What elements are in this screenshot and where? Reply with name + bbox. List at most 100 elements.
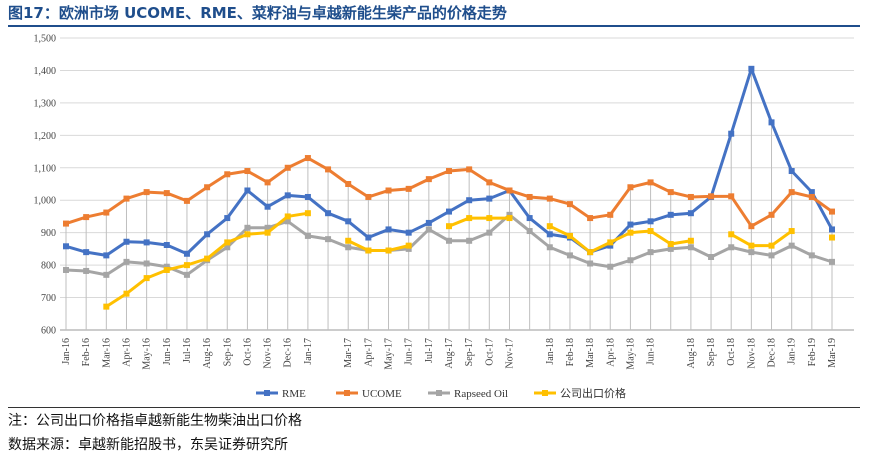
data-point xyxy=(829,208,835,215)
y-tick-label: 900 xyxy=(41,228,56,239)
data-point xyxy=(264,229,271,236)
data-point xyxy=(708,193,715,200)
legend-item: 公司出口价格 xyxy=(534,386,626,400)
legend-marker xyxy=(344,390,350,396)
data-point xyxy=(123,290,130,297)
data-point xyxy=(728,244,735,251)
data-point xyxy=(163,241,170,248)
data-point xyxy=(788,242,795,249)
data-point xyxy=(607,239,614,246)
data-point xyxy=(546,223,553,230)
data-point xyxy=(304,210,311,217)
data-point xyxy=(163,266,170,273)
data-point xyxy=(526,228,533,235)
x-tick-label: Jun-18 xyxy=(646,338,657,365)
data-point xyxy=(788,189,795,196)
data-point xyxy=(345,244,352,251)
data-point xyxy=(123,195,130,202)
data-point xyxy=(385,247,392,254)
y-axis-ticks: 600 700 800 900 1,000 1,100 1,200 1,300 1,400 1,5… xyxy=(34,34,57,337)
data-point xyxy=(708,254,715,260)
data-point xyxy=(63,243,69,250)
x-tick-label: Jun-17 xyxy=(404,338,415,365)
x-tick-label: Aug-16 xyxy=(202,338,213,369)
data-point xyxy=(728,193,735,200)
x-tick-label: Jan-19 xyxy=(787,338,798,365)
series-line xyxy=(730,229,793,248)
data-point xyxy=(405,245,412,252)
series-3 xyxy=(103,210,835,310)
series-line xyxy=(448,216,510,228)
x-tick-label: Jan-18 xyxy=(545,338,556,365)
figure-title: 图17：欧洲市场 UCOME、RME、菜籽油与卓越新能生柴产品的价格走势 xyxy=(8,4,507,22)
data-point xyxy=(768,252,775,259)
data-point xyxy=(506,187,513,194)
legend-marker xyxy=(436,390,442,396)
series-lines xyxy=(63,65,835,310)
y-tick-label: 1,100 xyxy=(34,163,57,174)
data-point xyxy=(647,249,654,256)
data-point xyxy=(244,231,251,238)
y-tick-label: 1,300 xyxy=(34,98,57,109)
data-point xyxy=(83,267,90,274)
data-point xyxy=(808,189,815,196)
legend-marker xyxy=(264,390,270,396)
data-point xyxy=(667,241,674,248)
y-tick-label: 800 xyxy=(41,261,56,272)
data-point xyxy=(204,184,211,191)
data-point xyxy=(466,215,473,222)
data-point xyxy=(183,197,190,204)
data-point xyxy=(446,168,452,175)
legend: RME UCOME Rapseed Oil 公司出口价格 xyxy=(256,386,626,400)
series-line xyxy=(347,239,410,253)
data-point xyxy=(607,242,614,249)
data-point xyxy=(808,252,815,259)
data-point xyxy=(385,187,392,194)
x-tick-label: Apr-17 xyxy=(363,338,374,367)
data-point xyxy=(103,303,110,310)
data-point xyxy=(728,130,735,137)
data-point xyxy=(607,263,614,270)
y-tick-label: 1,500 xyxy=(34,34,57,45)
data-point xyxy=(647,228,654,235)
x-tick-label: Dec-16 xyxy=(283,338,294,367)
data-point xyxy=(405,242,412,249)
data-point xyxy=(627,184,634,191)
data-point xyxy=(748,249,755,256)
x-tick-label: May-18 xyxy=(625,338,636,370)
x-tick-label: Feb-16 xyxy=(81,338,92,366)
legend-label: 公司出口价格 xyxy=(560,386,626,400)
x-tick-label: Sep-17 xyxy=(464,338,475,366)
data-point xyxy=(63,220,69,227)
data-point xyxy=(123,238,130,245)
data-point xyxy=(63,266,69,273)
data-point xyxy=(829,234,835,241)
data-point xyxy=(284,218,291,225)
data-point xyxy=(325,166,332,173)
x-tick-label: Aug-17 xyxy=(444,338,455,369)
data-point xyxy=(546,244,553,251)
data-point xyxy=(143,260,150,267)
data-point xyxy=(667,211,674,218)
data-point xyxy=(425,226,432,233)
legend-marker xyxy=(542,390,548,396)
data-source: 数据来源：卓越新能招股书，东吴证券研究所 xyxy=(8,437,288,453)
y-tick-label: 700 xyxy=(41,293,56,304)
data-point xyxy=(486,215,493,222)
footer-rule xyxy=(8,407,860,408)
x-tick-label: Feb-19 xyxy=(807,338,818,366)
data-point xyxy=(425,176,432,183)
data-point xyxy=(466,166,473,173)
data-point xyxy=(627,229,634,236)
data-point xyxy=(546,195,553,202)
data-point xyxy=(446,208,452,215)
x-tick-label: Oct-18 xyxy=(726,338,737,366)
data-point xyxy=(345,237,352,244)
x-tick-label: Oct-16 xyxy=(242,338,253,366)
y-tick-label: 600 xyxy=(41,326,56,337)
x-tick-label: Jun-16 xyxy=(162,338,173,365)
data-point xyxy=(647,218,654,225)
data-point xyxy=(566,201,573,208)
data-point xyxy=(526,193,533,200)
x-tick-label: Jan-16 xyxy=(61,338,72,365)
